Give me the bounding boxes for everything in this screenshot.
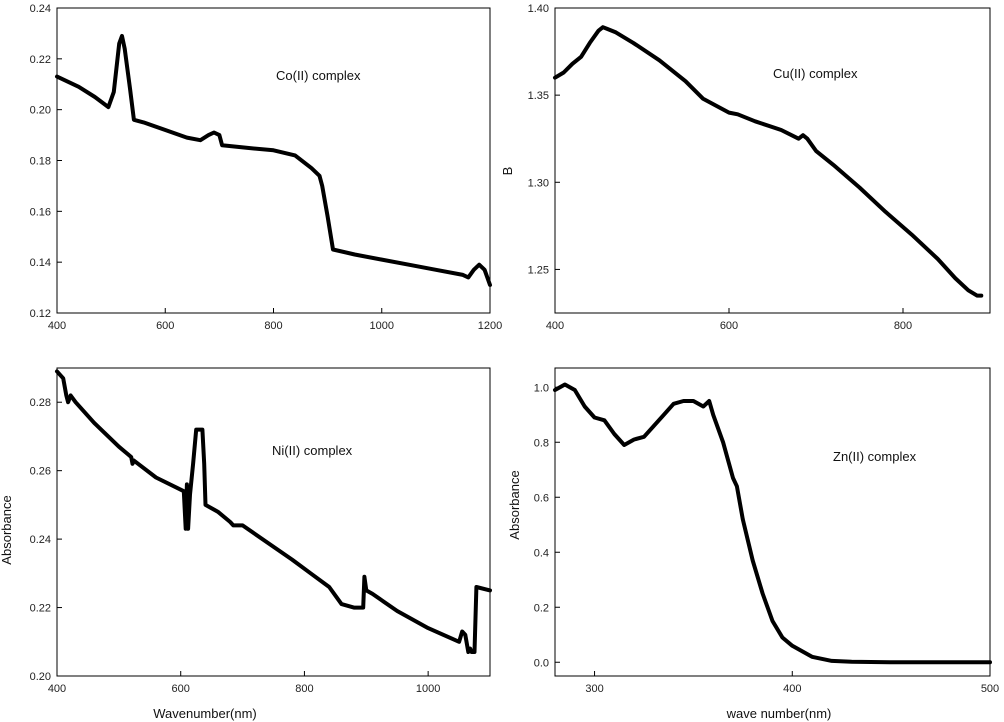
cu-y-tick-label: 1.35 xyxy=(528,90,549,102)
ni-y-axis-title: Absorbance xyxy=(0,495,14,564)
cu-plot-frame xyxy=(554,7,991,314)
co-complex-spectrum-line xyxy=(55,34,492,287)
co-complex-panel: Co(II) complex 400 600 800 1000 1200 0.12 0.14… xyxy=(30,3,503,332)
zn-x-tick-label: 400 xyxy=(783,683,801,695)
ni-x-tick-label: 600 xyxy=(172,683,190,695)
zn-y-tick-label: 0.8 xyxy=(534,437,549,449)
ni-y-tick-label: 0.20 xyxy=(30,671,51,683)
zn-x-tick-label: 500 xyxy=(981,683,999,695)
zn-complex-spectrum-line xyxy=(553,382,992,665)
ni-y-tick-label: 0.22 xyxy=(30,603,51,615)
zn-x-tick-label: 300 xyxy=(585,683,603,695)
zn-y-axis-title: Absorbance xyxy=(507,470,522,539)
zn-y-tick-label: 0.2 xyxy=(534,602,549,614)
ni-complex-annotation: Ni(II) complex xyxy=(272,443,353,458)
ni-y-tick-label: 0.24 xyxy=(30,534,51,546)
ni-complex-spectrum-line xyxy=(55,369,492,654)
co-x-tick-label: 800 xyxy=(264,320,282,332)
cu-y-tick-label: 1.40 xyxy=(528,3,549,15)
zn-y-tick-label: 0.6 xyxy=(534,492,549,504)
cu-complex-spectrum-line xyxy=(553,25,984,298)
zn-y-tick-label: 0.4 xyxy=(534,547,549,559)
zn-x-axis-title: wave number(nm) xyxy=(726,706,832,721)
ni-x-tick-label: 1000 xyxy=(416,683,440,695)
co-x-tick-label: 1200 xyxy=(478,320,502,332)
co-complex-annotation: Co(II) complex xyxy=(276,68,361,83)
co-y-tick-label: 0.16 xyxy=(30,206,51,218)
co-x-tick-label: 600 xyxy=(156,320,174,332)
zn-plot-frame xyxy=(554,367,991,677)
cu-complex-annotation: Cu(II) complex xyxy=(773,66,858,81)
ni-x-axis-title: Wavenumber(nm) xyxy=(153,706,257,721)
ni-x-tick-label: 800 xyxy=(295,683,313,695)
ni-x-tick-label: 400 xyxy=(48,683,66,695)
cu-y-tick-label: 1.25 xyxy=(528,264,549,276)
cu-y-axis-title: B xyxy=(500,167,515,176)
co-y-tick-label: 0.14 xyxy=(30,257,51,269)
ni-y-tick-label: 0.26 xyxy=(30,466,51,478)
co-y-tick-label: 0.24 xyxy=(30,3,51,15)
cu-x-tick-label: 400 xyxy=(546,320,564,332)
cu-x-tick-label: 600 xyxy=(720,320,738,332)
co-y-tick-label: 0.20 xyxy=(30,105,51,117)
co-x-tick-label: 400 xyxy=(48,320,66,332)
co-y-tick-label: 0.22 xyxy=(30,54,51,66)
ni-complex-panel: Ni(II) complex Wavenumber(nm) Absorbance… xyxy=(0,367,492,721)
zn-complex-panel: Zn(II) complex wave number(nm) Absorbanc… xyxy=(507,367,999,721)
ni-plot-frame xyxy=(56,367,491,677)
co-x-tick-label: 1000 xyxy=(370,320,394,332)
co-y-tick-label: 0.18 xyxy=(30,156,51,168)
cu-y-tick-label: 1.30 xyxy=(528,177,549,189)
zn-y-tick-label: 1.0 xyxy=(534,382,549,394)
co-y-tick-label: 0.12 xyxy=(30,308,51,320)
zn-y-tick-label: 0.0 xyxy=(534,657,549,669)
cu-x-tick-label: 800 xyxy=(894,320,912,332)
ni-y-tick-label: 0.28 xyxy=(30,397,51,409)
cu-complex-panel: Cu(II) complex B 400 600 800 1.25 1.30 1.35 1.… xyxy=(500,3,991,332)
zn-complex-annotation: Zn(II) complex xyxy=(833,449,917,464)
